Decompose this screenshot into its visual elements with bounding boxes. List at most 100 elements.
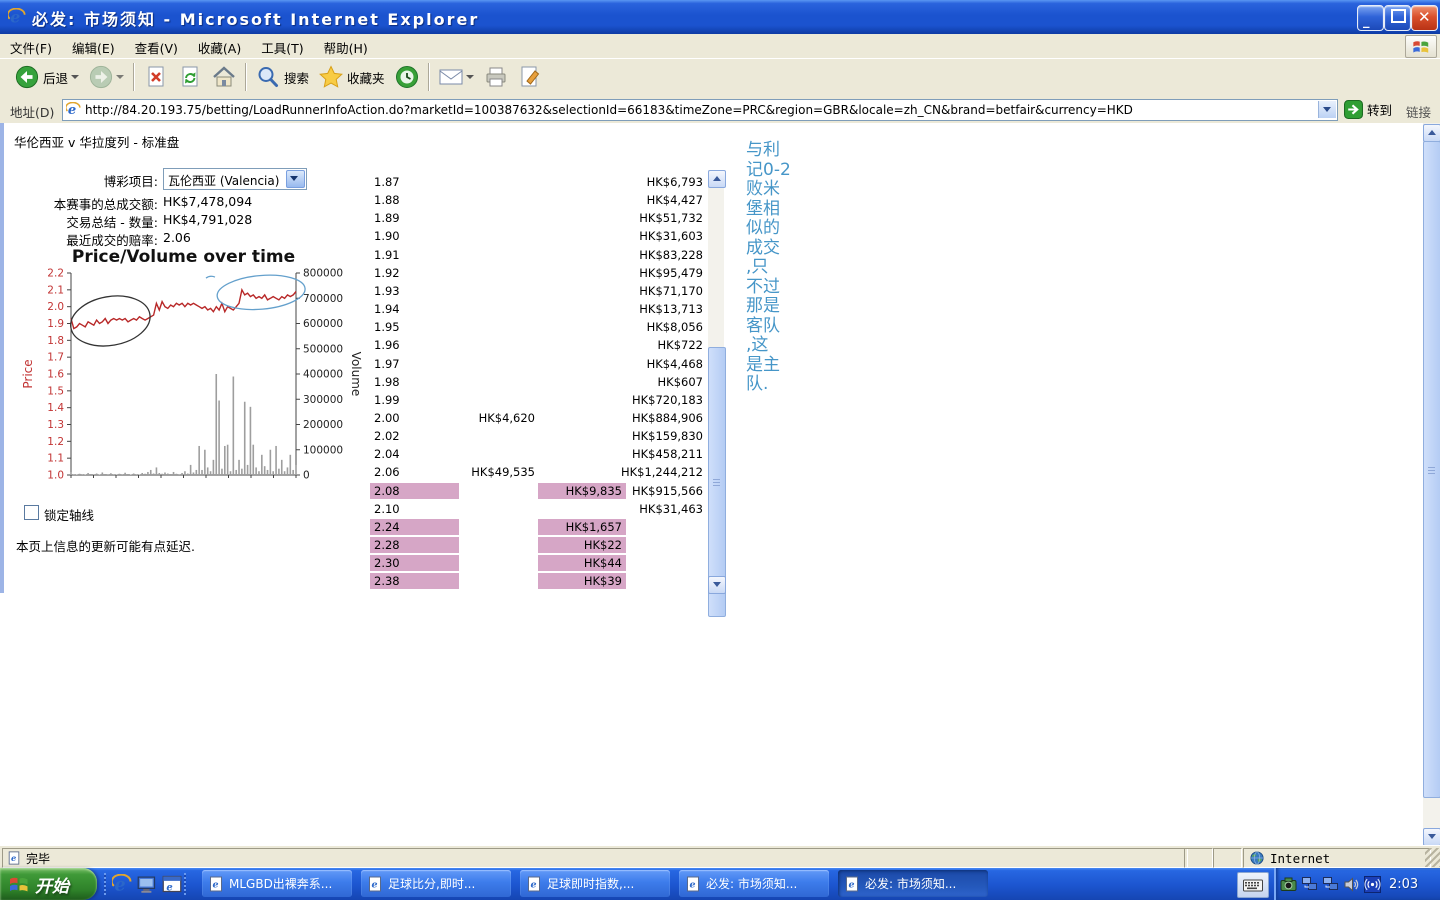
favorites-icon bbox=[319, 65, 343, 89]
taskbar-button-2[interactable]: e 足球即时指数,... bbox=[520, 870, 670, 897]
camera-icon[interactable] bbox=[1280, 876, 1297, 893]
odds-matched-total: HK$6,793 bbox=[646, 175, 703, 189]
annotation-line: 客队 bbox=[746, 315, 780, 336]
selection-dropdown[interactable]: 瓦伦西亚 (Valencia) bbox=[163, 168, 307, 190]
odds-back-amount bbox=[458, 283, 535, 299]
menu-item-3[interactable]: 收藏(A) bbox=[197, 41, 242, 56]
refresh-button[interactable] bbox=[173, 61, 207, 93]
desktop-icon[interactable] bbox=[137, 874, 157, 894]
taskbar-button-1[interactable]: e 足球比分,即时... bbox=[361, 870, 511, 897]
ie-icon[interactable]: e bbox=[112, 874, 132, 894]
wireless-icon[interactable] bbox=[1364, 875, 1381, 893]
system-tray: 2:03 bbox=[1274, 868, 1440, 900]
links-button[interactable]: 链接 bbox=[1406, 105, 1432, 120]
handwritten-annotation: 与利 记0-2 败米 堡相 似的 成交 ,只 不过 那是 客队 ,这 是主 队. bbox=[746, 140, 806, 395]
odds-matched-total: HK$4,468 bbox=[646, 356, 703, 371]
scroll-up-icon[interactable] bbox=[1423, 124, 1440, 142]
menu-item-2[interactable]: 查看(V) bbox=[134, 41, 178, 56]
odds-matched-total: HK$607 bbox=[657, 374, 703, 389]
history-button[interactable] bbox=[390, 61, 424, 93]
ie-icon: e bbox=[8, 8, 26, 26]
maximize-button[interactable] bbox=[1384, 5, 1411, 31]
window-title: 必发: 市场须知 - Microsoft Internet Explorer bbox=[32, 10, 480, 29]
stop-button[interactable] bbox=[139, 61, 173, 93]
forward-icon bbox=[89, 65, 113, 89]
odds-back-amount bbox=[458, 210, 535, 226]
odds-price: 1.93 bbox=[374, 283, 400, 298]
status-panel bbox=[1213, 848, 1242, 868]
network-icon[interactable] bbox=[1301, 876, 1318, 893]
scroll-down-icon[interactable] bbox=[1423, 828, 1440, 845]
chevron-down-icon[interactable] bbox=[465, 75, 474, 79]
odds-matched-total bbox=[600, 519, 703, 535]
taskbar-button-3[interactable]: e 必发: 市场须知... bbox=[679, 870, 829, 897]
forward-button[interactable] bbox=[84, 61, 129, 93]
svg-text:600000: 600000 bbox=[303, 318, 343, 330]
status-text: 完毕 bbox=[26, 851, 51, 866]
start-button[interactable]: 开始 bbox=[0, 868, 97, 900]
home-icon bbox=[212, 65, 236, 89]
odds-back-amount bbox=[458, 501, 535, 517]
menu-item-5[interactable]: 帮助(H) bbox=[323, 41, 368, 56]
search-button[interactable]: 搜索 bbox=[251, 61, 314, 93]
address-dropdown-button[interactable] bbox=[1318, 101, 1336, 118]
edit-icon bbox=[518, 65, 542, 89]
annotation-line: 记0-2 bbox=[746, 159, 791, 180]
menu-item-0[interactable]: 文件(F) bbox=[10, 41, 52, 56]
address-input[interactable]: e http://84.20.193.75/betting/LoadRunner… bbox=[62, 99, 1338, 121]
odds-matched-total: HK$13,713 bbox=[639, 302, 703, 317]
frame-border bbox=[0, 123, 4, 593]
svg-text:1.3: 1.3 bbox=[47, 419, 64, 431]
refresh-icon bbox=[178, 65, 202, 89]
browser-window-icon[interactable]: e bbox=[162, 874, 182, 894]
scrollbar-thumb[interactable] bbox=[708, 347, 726, 617]
ie-page-icon: e bbox=[202, 876, 229, 892]
favorites-button[interactable]: 收藏夹 bbox=[314, 61, 390, 93]
svg-text:1.5: 1.5 bbox=[47, 385, 64, 397]
resize-grip[interactable] bbox=[1425, 848, 1440, 867]
lock-axis-checkbox[interactable] bbox=[24, 505, 39, 520]
odds-matched-total: HK$83,228 bbox=[639, 247, 703, 262]
mail-button[interactable] bbox=[434, 61, 479, 93]
volume-icon[interactable] bbox=[1343, 876, 1360, 893]
close-button[interactable]: ✕ bbox=[1411, 5, 1438, 31]
svg-text:1.2: 1.2 bbox=[47, 436, 64, 448]
menu-item-4[interactable]: 工具(T) bbox=[261, 41, 304, 56]
chevron-down-icon[interactable] bbox=[286, 170, 305, 188]
home-button[interactable] bbox=[207, 61, 241, 93]
go-icon bbox=[1344, 100, 1363, 119]
edit-button[interactable] bbox=[513, 61, 547, 93]
back-button[interactable]: 后退 bbox=[10, 61, 84, 93]
odds-table-scrollbar[interactable] bbox=[708, 170, 726, 617]
minimize-button[interactable]: _ bbox=[1357, 5, 1384, 31]
chevron-down-icon[interactable] bbox=[71, 75, 80, 79]
menu-item-1[interactable]: 编辑(E) bbox=[71, 41, 115, 56]
odds-matched-total: HK$458,211 bbox=[631, 447, 703, 462]
odds-back-amount bbox=[458, 228, 535, 244]
odds-price: 1.94 bbox=[374, 302, 400, 317]
odds-matched-total: HK$31,603 bbox=[639, 229, 703, 244]
go-button[interactable]: 转到 bbox=[1344, 99, 1392, 120]
form-label-market: 博彩项目: bbox=[103, 174, 158, 189]
browser-scrollbar[interactable] bbox=[1423, 123, 1440, 845]
network-icon[interactable] bbox=[1322, 876, 1339, 893]
scroll-up-icon[interactable] bbox=[708, 170, 726, 188]
taskbar: 开始 e e e MLGBD出裸奔系... e 足球比分,即时... e 足球即时指数,..… bbox=[0, 868, 1440, 900]
odds-matched-total bbox=[600, 573, 703, 589]
taskbar-button-0[interactable]: e MLGBD出裸奔系... bbox=[202, 870, 352, 897]
taskbar-separator bbox=[184, 873, 186, 895]
scroll-down-icon[interactable] bbox=[708, 576, 726, 594]
odds-price: 2.02 bbox=[374, 429, 400, 444]
odds-back-amount bbox=[458, 356, 535, 372]
odds-lay-amount: HK$9,835 bbox=[538, 482, 626, 499]
language-bar[interactable] bbox=[1237, 872, 1269, 898]
scrollbar-thumb[interactable] bbox=[1423, 141, 1440, 798]
traded-volume-value: HK$4,791,028 bbox=[163, 212, 253, 227]
odds-lay-amount: HK$44 bbox=[538, 555, 626, 572]
chevron-down-icon[interactable] bbox=[116, 75, 125, 79]
odds-price: 2.06 bbox=[374, 465, 400, 480]
print-button[interactable] bbox=[479, 61, 513, 93]
odds-price: 2.10 bbox=[374, 501, 400, 516]
taskbar-button-4[interactable]: e 必发: 市场须知... bbox=[838, 870, 988, 897]
annotation-line: 成交 bbox=[746, 237, 780, 258]
